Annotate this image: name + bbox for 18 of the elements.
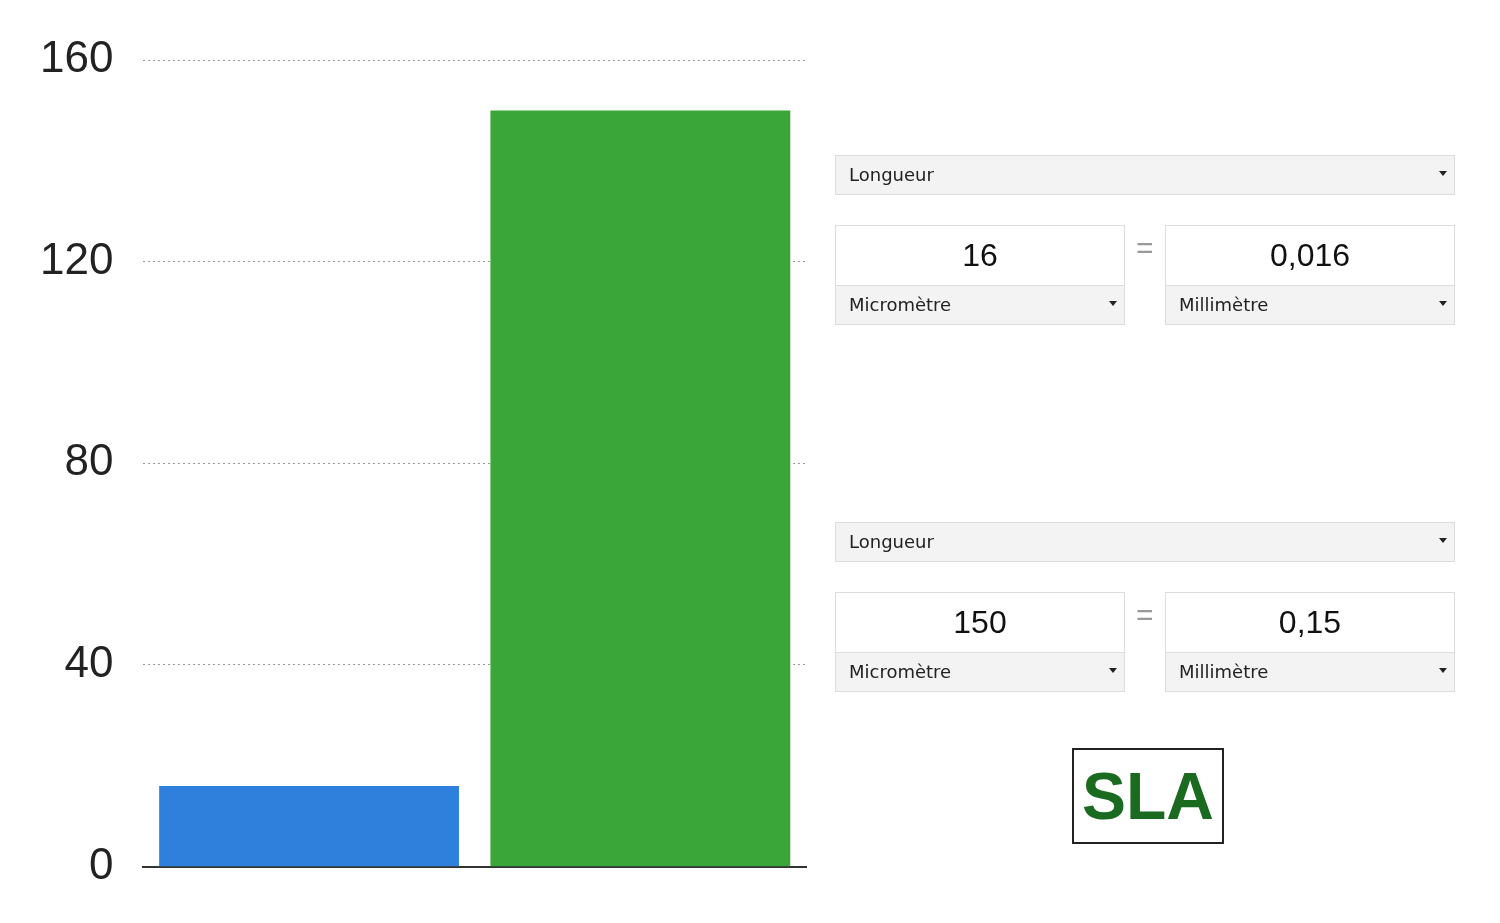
text: Micromètre [835, 285, 1125, 325]
text: Longueur [835, 522, 1455, 562]
y-tick-label: 120 [39, 233, 114, 283]
text: 0,15 [1165, 592, 1455, 652]
y-tick-label: 40 [64, 637, 114, 687]
text: Longueur [835, 155, 1455, 195]
y-tick-label: 80 [64, 435, 114, 485]
y-tick-label: 0 [88, 838, 114, 888]
text: 0,016 [1165, 225, 1455, 285]
text: = [1136, 231, 1154, 265]
text: Millimètre [1165, 652, 1455, 692]
text: Micromètre [835, 652, 1125, 692]
text: 16 [835, 225, 1125, 285]
y-tick-label: 160 [39, 32, 114, 82]
text: 150 [835, 592, 1125, 652]
text: SLA [1072, 748, 1224, 844]
text: = [1136, 598, 1154, 632]
text: Millimètre [1165, 285, 1455, 325]
